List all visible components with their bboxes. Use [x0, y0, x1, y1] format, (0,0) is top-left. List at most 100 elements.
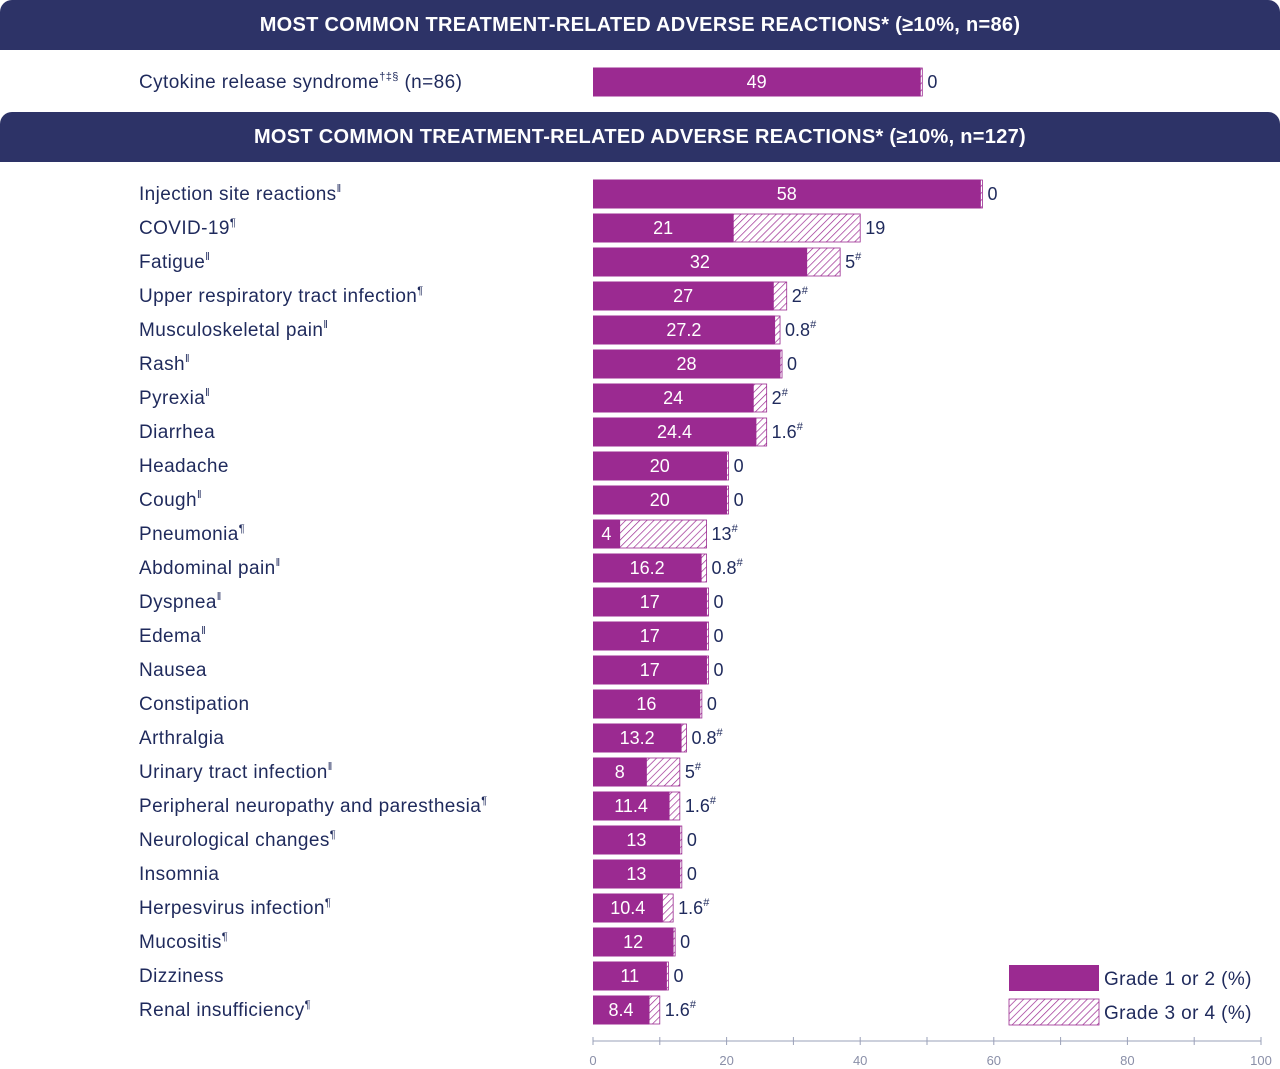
bar-row-rash: Rashǁ 28 0	[139, 349, 797, 379]
category-footnote: †‡§	[379, 71, 399, 83]
value-label-grade34-text: 0	[787, 354, 797, 374]
value-label-grade12: 32	[690, 252, 710, 272]
value-label-grade34-text: 0	[734, 456, 744, 476]
bar-row-pneumonia: Pneumonia¶ 4 13#	[139, 519, 739, 549]
value-label-grade34: 13#	[712, 523, 739, 544]
bar-grade12	[593, 519, 620, 549]
value-label-grade34: 0	[714, 626, 724, 646]
category-footnote: ǁ	[205, 251, 210, 263]
category-label-text: Dyspnea	[139, 592, 217, 613]
value-label-footnote: #	[797, 421, 804, 433]
bar-grade12	[593, 995, 650, 1025]
x-tick-label: 40	[853, 1053, 867, 1068]
category-footnote: ǁ	[185, 353, 190, 365]
category-label-text: Cytokine release syndrome	[139, 72, 379, 93]
bar-grade12	[593, 757, 647, 787]
value-label-grade34-text: 0	[714, 592, 724, 612]
value-label-footnote: #	[810, 319, 817, 331]
value-label-grade34: 0.8#	[692, 727, 724, 748]
value-label-grade34-text: 0	[680, 932, 690, 952]
value-label-grade12: 8.4	[609, 1000, 634, 1020]
value-label-grade12: 24.4	[657, 422, 692, 442]
bar-row-diarrhea: Diarrhea 24.4 1.6#	[139, 417, 804, 447]
value-label-grade34-text: 5	[685, 762, 695, 782]
category-footnote: ¶	[330, 829, 336, 841]
bar-grade12	[593, 281, 774, 311]
bar-grade12	[593, 179, 981, 209]
value-label-grade12: 11	[620, 966, 639, 986]
category-label-text: Mucositis	[139, 932, 222, 953]
value-label-grade34-text: 0	[707, 694, 717, 714]
value-label-grade12: 13.2	[620, 728, 655, 748]
value-label-grade12: 27.2	[666, 320, 701, 340]
bar-grade34	[772, 281, 788, 311]
bar-row-insomnia: Insomnia 13 0	[139, 859, 697, 889]
bar-grade34	[774, 315, 781, 345]
value-label-grade34-text: 0	[734, 490, 744, 510]
category-footnote: ¶	[417, 285, 423, 297]
category-label-text: Diarrhea	[139, 422, 215, 443]
bar-row-constipation: Constipation 16 0	[139, 689, 717, 719]
value-label-footnote: #	[732, 523, 739, 535]
value-label-grade34-text: 1.6	[665, 1000, 690, 1020]
bar-grade34	[706, 587, 709, 617]
value-label-grade34-text: 19	[865, 218, 885, 238]
value-label-grade34: 1.6#	[678, 897, 710, 918]
value-label-footnote: #	[855, 251, 862, 263]
category-label: Upper respiratory tract infection¶	[139, 285, 424, 307]
value-label-grade34: 1.6#	[665, 999, 697, 1020]
value-label-grade34: 1.6#	[685, 795, 717, 816]
value-label-grade34-text: 0	[987, 184, 997, 204]
value-label-footnote: #	[690, 999, 697, 1011]
value-label-grade12: 27	[673, 286, 693, 306]
bar-grade12	[593, 927, 674, 957]
bar-row-mucositis: Mucositis¶ 12 0	[139, 927, 690, 957]
category-footnote: ¶	[325, 897, 331, 909]
category-label-text: Urinary tract infection	[139, 762, 328, 783]
category-label-text: Edema	[139, 626, 201, 647]
bar-row-injection-site-reactions: Injection site reactionsǁ 58 0	[139, 179, 997, 209]
value-label-grade34: 0	[927, 72, 937, 92]
category-label-text: Herpesvirus infection	[139, 898, 325, 919]
category-footnote: ǁ	[276, 557, 281, 569]
value-label-grade34: 1.6#	[772, 421, 804, 442]
value-label-grade34-text: 1.6	[678, 898, 703, 918]
bar-grade12	[593, 213, 734, 243]
category-label-text: Upper respiratory tract infection	[139, 286, 417, 307]
x-tick-label: 20	[719, 1053, 733, 1068]
category-label: Dyspneaǁ	[139, 591, 222, 613]
x-tick-label: 60	[987, 1053, 1001, 1068]
bar-grade34	[699, 689, 703, 719]
category-suffix: (n=86)	[399, 72, 463, 93]
banner-main: MOST COMMON TREATMENT-RELATED ADVERSE RE…	[0, 112, 1280, 162]
bar-grade34	[680, 723, 687, 753]
value-label-grade12: 16.2	[630, 558, 665, 578]
bar-grade12	[593, 859, 680, 889]
value-label-grade12: 11.4	[614, 796, 648, 816]
bar-grade12	[593, 587, 707, 617]
value-label-grade12: 10.4	[610, 898, 645, 918]
category-label: Dizziness	[139, 966, 224, 987]
category-footnote: ǁ	[197, 489, 202, 501]
bar-grade34	[648, 995, 661, 1025]
value-label-grade34: 0	[787, 354, 797, 374]
value-label-grade12: 13	[626, 830, 646, 850]
banner-top: MOST COMMON TREATMENT-RELATED ADVERSE RE…	[0, 0, 1280, 50]
category-label-text: Renal insufficiency	[139, 1000, 305, 1021]
value-label-grade34: 0	[734, 490, 744, 510]
bar-grade12	[593, 67, 921, 97]
category-footnote: ǁ	[217, 591, 222, 603]
bar-grade34	[732, 213, 861, 243]
value-label-grade12: 21	[653, 218, 673, 238]
value-label-grade34-text: 0	[714, 626, 724, 646]
value-label-grade12: 24	[663, 388, 683, 408]
category-label: Rashǁ	[139, 353, 190, 375]
x-tick-label: 80	[1120, 1053, 1134, 1068]
category-footnote: ¶	[239, 523, 245, 535]
category-label: Musculoskeletal painǁ	[139, 319, 328, 341]
category-label-text: Fatigue	[139, 252, 205, 273]
bar-grade12	[593, 621, 707, 651]
bar-grade12	[593, 553, 702, 583]
bar-grade12	[593, 383, 754, 413]
bar-row-abdominal-pain: Abdominal painǁ 16.2 0.8#	[139, 553, 744, 583]
